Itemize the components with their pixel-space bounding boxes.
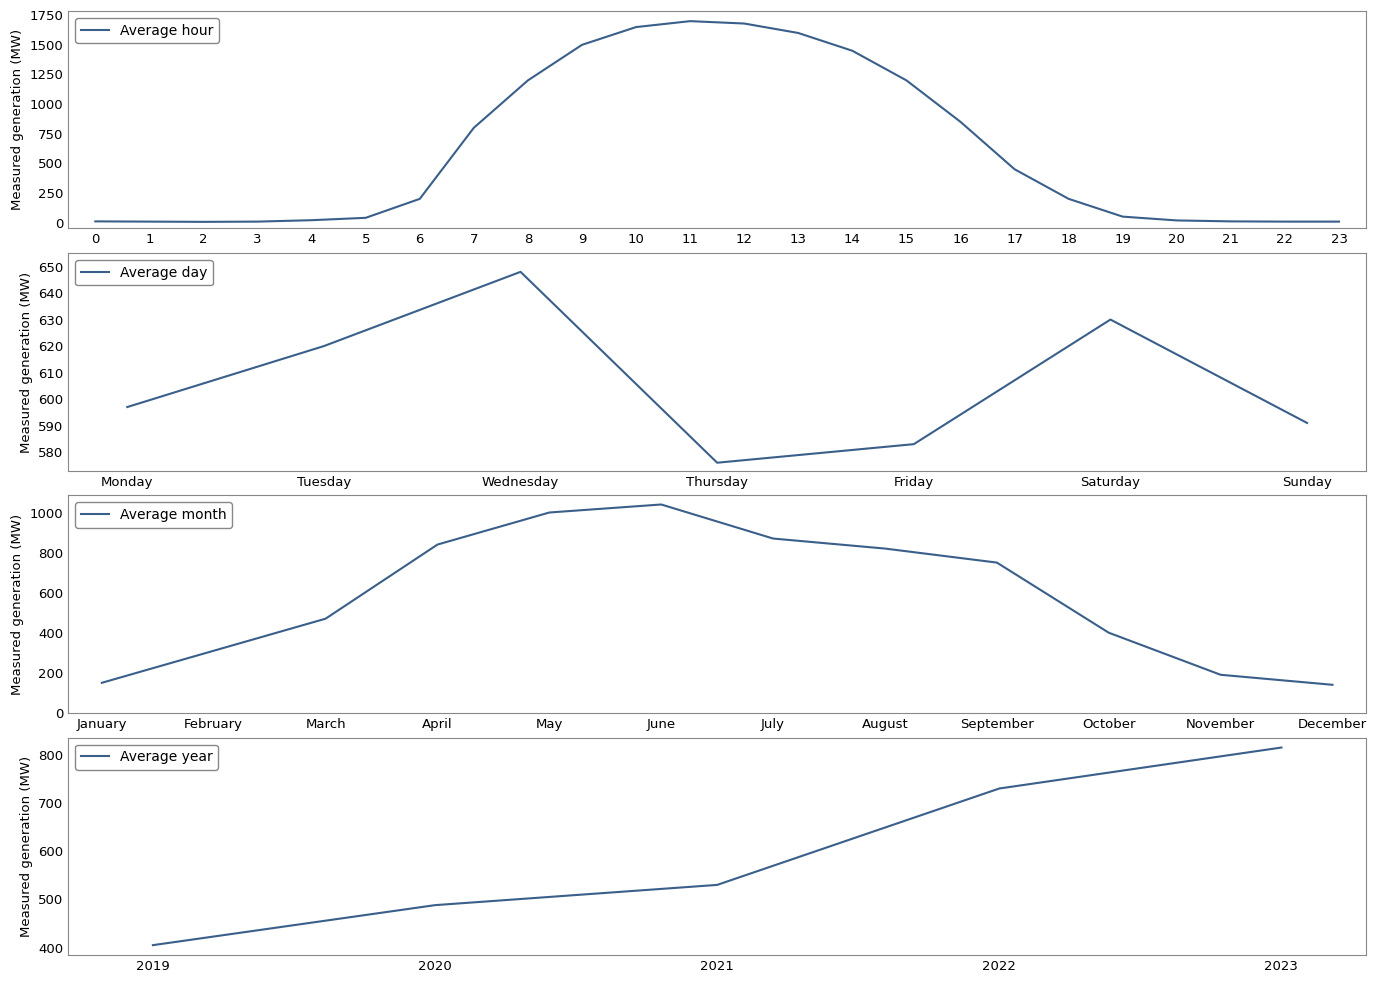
Average hour [141, 215, 158, 227]
Average hour [682, 15, 699, 27]
Average hour [303, 215, 320, 226]
Average month [988, 557, 1005, 569]
Average hour [952, 116, 969, 128]
Average hour [844, 45, 861, 57]
Average hour [357, 212, 374, 223]
Average hour [628, 22, 645, 33]
Average day [1102, 314, 1118, 326]
Average hour [1168, 215, 1185, 226]
Average hour [1006, 163, 1023, 175]
Y-axis label: Measured generation (MW): Measured generation (MW) [19, 756, 33, 937]
Y-axis label: Measured generation (MW): Measured generation (MW) [11, 30, 24, 211]
Average hour [1060, 193, 1077, 205]
Average year [709, 879, 725, 891]
Average day [119, 401, 136, 413]
Y-axis label: Measured generation (MW): Measured generation (MW) [11, 514, 25, 695]
Average day [905, 438, 922, 450]
Average hour [1331, 215, 1348, 227]
Average month [429, 538, 446, 550]
Legend: Average month: Average month [75, 503, 233, 527]
Average hour [411, 193, 428, 205]
Average month [1212, 669, 1229, 681]
Average year [426, 899, 443, 911]
Average month [541, 507, 558, 519]
Average hour [519, 75, 536, 87]
Average hour [249, 215, 266, 227]
Average hour [574, 39, 591, 51]
Average hour [1114, 211, 1131, 222]
Average hour [465, 122, 482, 134]
Average day [709, 457, 725, 468]
Average month [653, 499, 670, 511]
Line: Average month: Average month [102, 505, 1333, 685]
Average hour [898, 75, 915, 87]
Average hour [1276, 215, 1293, 227]
Average month [1100, 627, 1117, 639]
Average month [1324, 679, 1341, 691]
Legend: Average day: Average day [75, 260, 213, 285]
Average day [316, 340, 332, 352]
Average month [317, 613, 334, 625]
Line: Average hour: Average hour [95, 21, 1340, 221]
Average hour [195, 215, 212, 227]
Average year [144, 940, 161, 952]
Average year [1273, 742, 1290, 754]
Average month [876, 542, 893, 554]
Line: Average year: Average year [152, 748, 1282, 946]
Average hour [1222, 215, 1239, 227]
Average month [205, 645, 221, 656]
Average hour [736, 18, 753, 30]
Average day [512, 266, 529, 277]
Average year [991, 782, 1008, 794]
Average hour [790, 28, 807, 39]
Average month [94, 677, 111, 689]
Y-axis label: Measured generation (MW): Measured generation (MW) [19, 272, 33, 453]
Legend: Average year: Average year [75, 745, 217, 769]
Average hour [87, 215, 104, 227]
Average month [765, 532, 782, 544]
Average day [1298, 417, 1315, 429]
Legend: Average hour: Average hour [75, 18, 219, 43]
Line: Average day: Average day [127, 272, 1306, 462]
